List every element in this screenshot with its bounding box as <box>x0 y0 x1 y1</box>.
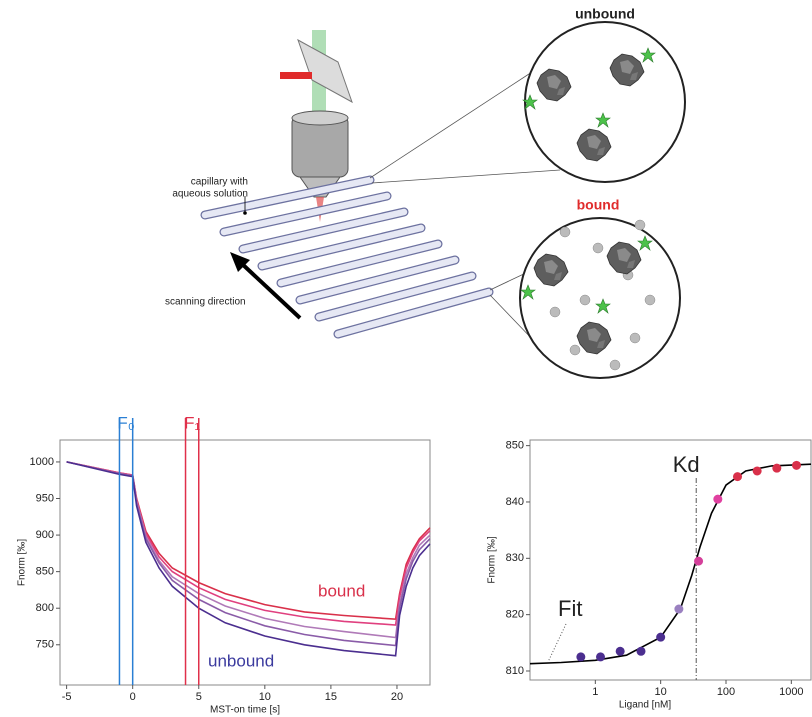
x-tick-label: 1000 <box>779 686 803 698</box>
y-tick-label: 1000 <box>30 456 54 468</box>
unbound-circle <box>525 22 685 182</box>
point <box>772 464 781 473</box>
label-dot <box>243 211 247 215</box>
point <box>636 647 645 656</box>
scan-arrow <box>240 262 300 318</box>
point <box>694 557 703 566</box>
y-axis-label: Fnorm [‰] <box>17 539 28 586</box>
bound-circle <box>520 218 680 378</box>
ir-laser <box>280 72 312 79</box>
capillary-label: aqueous solution <box>172 189 248 200</box>
y-tick-label: 800 <box>36 602 54 614</box>
point <box>792 461 801 470</box>
unbound-title: unbound <box>575 6 635 22</box>
x-tick-label: 100 <box>717 686 735 698</box>
y-tick-label: 830 <box>506 552 524 564</box>
scanning-label: scanning direction <box>165 297 246 308</box>
y-tick-label: 850 <box>36 566 54 578</box>
point <box>753 466 762 475</box>
marker-label: F₀ <box>117 413 134 432</box>
x-tick-label: 15 <box>325 691 337 703</box>
x-tick-label: 1 <box>592 686 598 698</box>
figure: unbound bound capillary with aqueous sol… <box>0 0 812 717</box>
page: unbound bound capillary with aqueous sol… <box>0 0 812 717</box>
y-tick-label: 900 <box>36 529 54 541</box>
y-tick-label: 820 <box>506 609 524 621</box>
x-axis-label: Ligand [nM] <box>619 700 671 711</box>
capillary-label: capillary with <box>191 177 248 188</box>
marker-label: F₁ <box>184 413 200 432</box>
y-axis-label: Fnorm [‰] <box>487 536 498 583</box>
point <box>596 652 605 661</box>
point <box>576 652 585 661</box>
x-tick-label: 5 <box>196 691 202 703</box>
y-tick-label: 750 <box>36 639 54 651</box>
point <box>616 647 625 656</box>
y-tick-label: 810 <box>506 665 524 677</box>
annotation: unbound <box>208 651 274 670</box>
objective-top <box>292 111 348 125</box>
x-tick-label: -5 <box>62 691 72 703</box>
bound-title: bound <box>577 197 620 213</box>
kd-label: Kd <box>673 452 700 477</box>
capillaries <box>205 180 489 334</box>
y-tick-label: 840 <box>506 496 524 508</box>
plot-frame <box>530 440 811 680</box>
x-tick-label: 20 <box>391 691 403 703</box>
point <box>656 633 665 642</box>
point <box>733 472 742 481</box>
y-tick-label: 850 <box>506 440 524 452</box>
point <box>713 495 722 504</box>
x-tick-label: 10 <box>259 691 271 703</box>
annotation: bound <box>318 581 365 600</box>
x-tick-label: 10 <box>655 686 667 698</box>
y-tick-label: 950 <box>36 492 54 504</box>
x-axis-label: MST-on time [s] <box>210 705 280 716</box>
fit-label: Fit <box>558 596 582 621</box>
x-tick-label: 0 <box>130 691 136 703</box>
point <box>674 605 683 614</box>
plot-frame <box>60 440 430 685</box>
